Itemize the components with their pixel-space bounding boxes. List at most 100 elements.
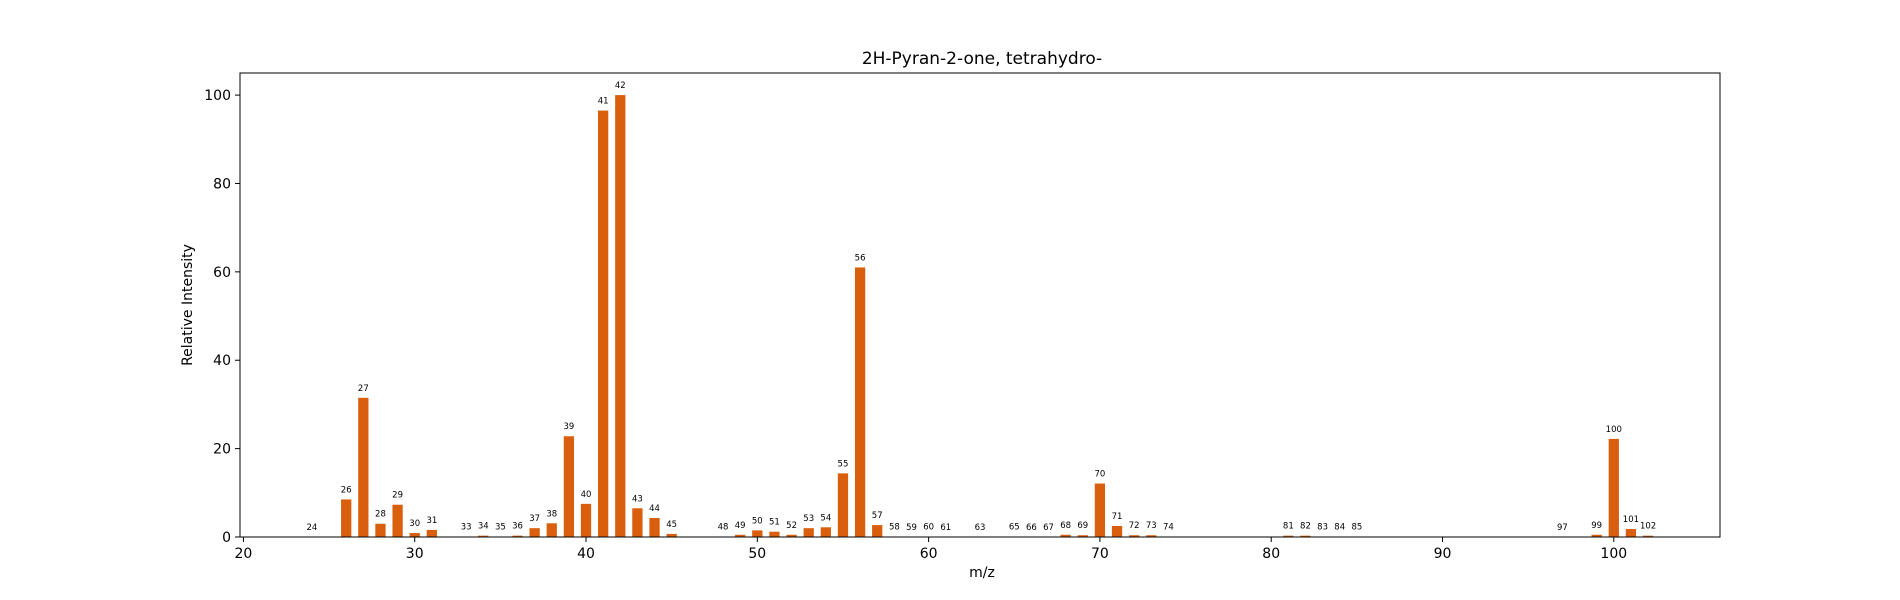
bar-label-97: 97: [1557, 523, 1568, 533]
bar-mz-30: [409, 533, 420, 537]
bar-mz-39: [563, 436, 575, 537]
bar-label-30: 30: [409, 519, 420, 529]
y-tick-label: 20: [213, 442, 231, 458]
bar-mz-37: [529, 528, 540, 537]
bar-label-45: 45: [666, 520, 677, 530]
bar-mz-73: [1146, 535, 1157, 537]
bar-mz-52: [786, 534, 797, 537]
bar-label-56: 56: [855, 253, 866, 263]
bar-mz-29: [392, 504, 403, 537]
bar-label-83: 83: [1317, 523, 1328, 533]
bar-label-67: 67: [1043, 523, 1054, 533]
bar-label-51: 51: [769, 518, 780, 528]
bar-mz-27: [358, 397, 369, 537]
bar-mz-99: [1591, 534, 1602, 537]
x-axis-ticks: 20 30 40 50 60 70 80 90 100: [235, 537, 1627, 562]
x-tick-label: 30: [406, 546, 424, 562]
x-tick-label: 70: [1091, 546, 1109, 562]
bar-mz-56: [854, 267, 866, 537]
bar-mz-70: [1094, 483, 1106, 537]
x-tick-label: 60: [920, 546, 938, 562]
bar-mz-69: [1077, 535, 1088, 537]
bar-label-60: 60: [923, 523, 934, 533]
y-tick-label: 0: [222, 530, 231, 546]
bar-mz-54: [820, 527, 831, 537]
bar-mz-38: [546, 523, 557, 537]
bar-mz-34: [478, 535, 489, 537]
bar-label-81: 81: [1283, 522, 1294, 532]
bar-label-49: 49: [735, 521, 746, 531]
x-axis-label: m/z: [969, 565, 995, 581]
bar-label-24: 24: [307, 523, 318, 533]
bar-label-57: 57: [872, 511, 883, 521]
bar-label-27: 27: [358, 384, 369, 394]
bar-label-29: 29: [392, 491, 403, 501]
bar-label-40: 40: [581, 490, 592, 500]
bar-label-102: 102: [1640, 522, 1656, 532]
bar-label-35: 35: [495, 523, 506, 533]
bar-label-100: 100: [1606, 425, 1622, 435]
bar-mz-72: [1129, 535, 1140, 537]
y-tick-label: 60: [213, 265, 231, 281]
bar-label-99: 99: [1591, 521, 1602, 531]
bar-label-58: 58: [889, 523, 900, 533]
bar-label-39: 39: [563, 422, 574, 432]
y-tick-label: 100: [204, 88, 231, 104]
bar-label-41: 41: [598, 97, 609, 107]
bar-label-31: 31: [426, 516, 437, 526]
bar-label-34: 34: [478, 522, 489, 532]
bar-label-84: 84: [1334, 523, 1345, 533]
bar-mz-49: [735, 534, 746, 537]
bar-label-42: 42: [615, 81, 626, 91]
bar-mz-40: [580, 503, 592, 537]
bar-label-82: 82: [1300, 522, 1311, 532]
bar-labels-group: 24 26 27 28 29 30 31 33 34 35 36 37 38 39 40 41 42 43 44 45…: [307, 81, 1657, 533]
bar-mz-36: [512, 535, 523, 537]
bar-label-101: 101: [1623, 515, 1639, 525]
bar-label-52: 52: [786, 521, 797, 531]
bar-mz-53: [803, 528, 814, 537]
bar-label-36: 36: [512, 522, 523, 532]
bar-mz-51: [769, 531, 780, 537]
bar-label-74: 74: [1163, 523, 1174, 533]
y-tick-label: 40: [213, 353, 231, 369]
bar-label-65: 65: [1009, 523, 1020, 533]
bar-label-68: 68: [1060, 521, 1071, 531]
bar-label-50: 50: [752, 516, 763, 526]
bar-mz-44: [649, 517, 660, 537]
bar-mz-81: [1283, 535, 1294, 537]
bar-label-85: 85: [1351, 523, 1362, 533]
bar-mz-45: [666, 533, 677, 537]
x-tick-label: 80: [1262, 546, 1280, 562]
bar-mz-42: [615, 95, 626, 537]
bar-label-59: 59: [906, 523, 917, 533]
y-axis-label: Relative Intensity: [180, 244, 196, 366]
y-tick-label: 80: [213, 176, 231, 192]
bar-mz-71: [1111, 525, 1123, 537]
bar-label-69: 69: [1077, 521, 1088, 531]
bar-mz-41: [598, 110, 609, 538]
y-axis-ticks: 0 20 40 60 80 100: [204, 88, 240, 546]
bar-mz-50: [752, 530, 763, 537]
bar-label-43: 43: [632, 494, 643, 504]
bar-label-70: 70: [1094, 470, 1105, 480]
bar-label-73: 73: [1146, 521, 1157, 531]
bar-label-54: 54: [820, 513, 831, 523]
bar-mz-82: [1300, 535, 1311, 537]
bar-mz-43: [632, 508, 643, 537]
x-tick-label: 90: [1434, 546, 1452, 562]
bar-label-53: 53: [803, 514, 814, 524]
plot-frame: [239, 72, 1721, 538]
bar-mz-100: [1608, 438, 1619, 537]
bar-label-63: 63: [975, 523, 986, 533]
chart-title: 2H-Pyran-2-one, tetrahydro-: [862, 49, 1102, 69]
bar-mz-102: [1642, 535, 1654, 537]
bar-label-37: 37: [529, 514, 540, 524]
x-tick-label: 50: [748, 546, 766, 562]
bar-label-55: 55: [838, 459, 849, 469]
bar-label-44: 44: [649, 504, 660, 514]
bar-mz-26: [341, 499, 352, 537]
bar-mz-28: [375, 523, 386, 537]
bar-label-26: 26: [341, 485, 352, 495]
